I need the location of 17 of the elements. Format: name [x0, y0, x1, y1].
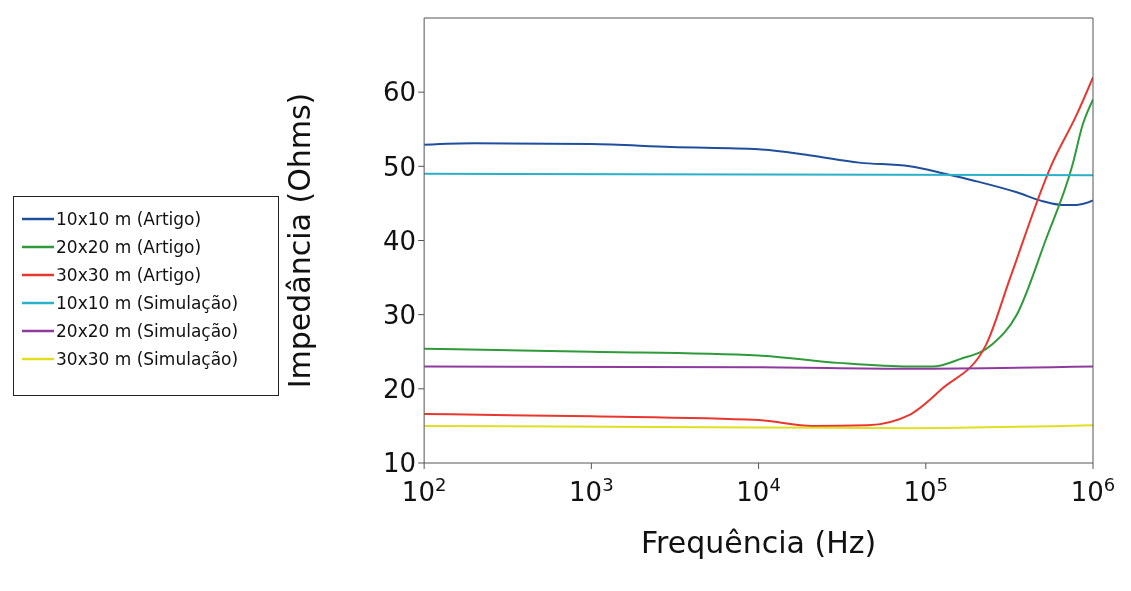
y-tick-label: 30	[383, 299, 417, 330]
legend-label: 10x10 m (Simulação)	[56, 291, 239, 315]
legend-label: 10x10 m (Artigo)	[56, 207, 202, 231]
x-tick-label: 10$^{6}$	[1070, 473, 1116, 507]
y-tick-label: 50	[383, 151, 417, 182]
y-tick-label: 40	[383, 225, 417, 256]
legend-label: 20x20 m (Simulação)	[56, 319, 239, 343]
legend-label: 30x30 m (Simulação)	[56, 347, 239, 371]
x-tick-label: 10$^{3}$	[569, 473, 614, 507]
x-tick-label: 10$^{4}$	[736, 473, 781, 507]
legend-label: 20x20 m (Artigo)	[56, 235, 202, 259]
x-tick-label: 10$^{5}$	[903, 473, 949, 507]
x-axis-title: Frequência (Hz)	[640, 525, 877, 560]
legend-label: 30x30 m (Artigo)	[56, 263, 202, 287]
y-tick-label: 20	[383, 374, 417, 405]
y-tick-label: 60	[383, 77, 417, 108]
y-axis-title: Impedância (Ohms)	[281, 92, 317, 389]
